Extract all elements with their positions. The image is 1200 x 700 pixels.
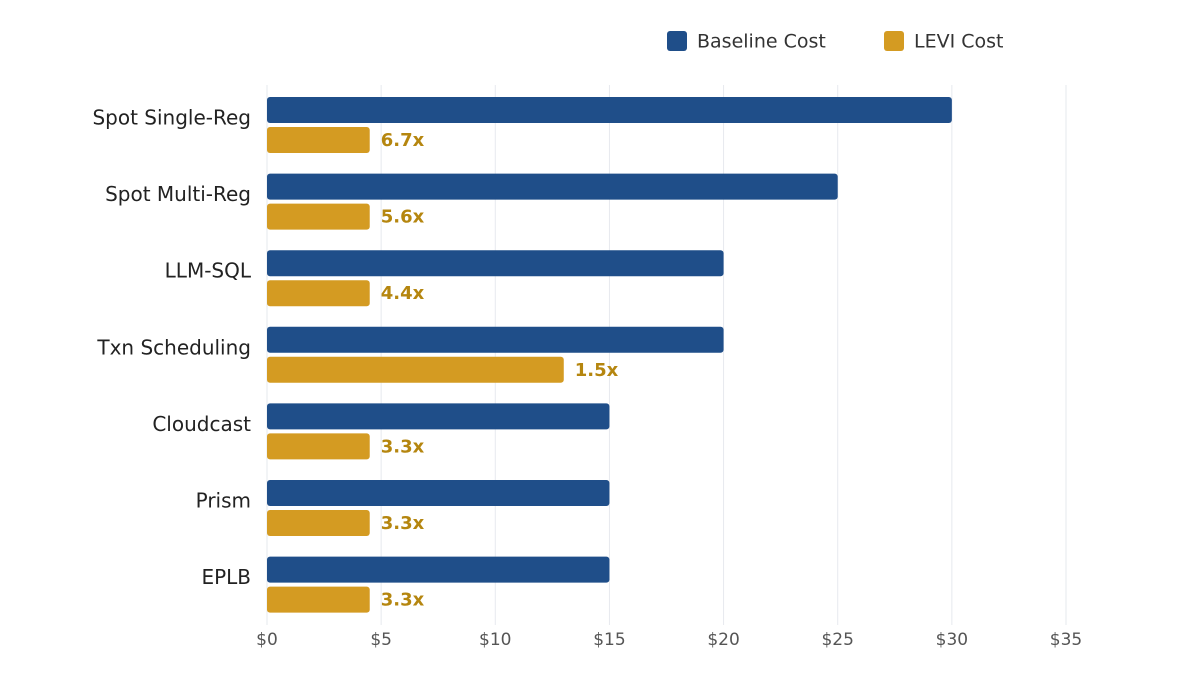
category-label: Cloudcast <box>152 412 251 436</box>
bar-annotation: 3.3x <box>381 590 425 611</box>
category-label: Prism <box>196 489 251 513</box>
legend-swatch <box>667 31 687 51</box>
bar <box>267 203 370 230</box>
bar <box>267 280 370 307</box>
category-label: LLM-SQL <box>165 259 252 283</box>
bar <box>267 97 952 123</box>
legend-swatch <box>884 31 904 51</box>
bar-annotation: 3.3x <box>381 436 425 457</box>
category-label: EPLB <box>201 565 251 589</box>
x-tick-label: $15 <box>593 630 625 650</box>
x-tick-label: $35 <box>1050 630 1082 650</box>
category-label: Txn Scheduling <box>96 335 251 359</box>
bar <box>267 356 564 383</box>
legend-label: Baseline Cost <box>697 31 826 53</box>
x-tick-label: $10 <box>479 630 511 650</box>
x-tick-label: $0 <box>256 630 278 650</box>
bar <box>267 433 370 460</box>
bar <box>267 173 838 200</box>
bar <box>267 556 610 583</box>
bar-annotation: 3.3x <box>381 513 425 534</box>
bar-annotation: 6.7x <box>381 130 425 151</box>
x-tick-label: $25 <box>821 630 853 650</box>
bar <box>267 480 610 506</box>
bar <box>267 127 370 153</box>
bar <box>267 510 370 536</box>
legend-label: LEVI Cost <box>914 31 1003 53</box>
category-label: Spot Multi-Reg <box>105 182 251 206</box>
bar <box>267 403 610 430</box>
bar <box>267 586 370 613</box>
bar-annotation: 5.6x <box>381 207 425 228</box>
x-tick-label: $30 <box>936 630 968 650</box>
bar <box>267 326 724 353</box>
bar <box>267 250 724 277</box>
x-tick-label: $20 <box>707 630 739 650</box>
x-tick-label: $5 <box>370 630 392 650</box>
bar-annotation: 1.5x <box>575 360 619 381</box>
bar-annotation: 4.4x <box>381 283 425 304</box>
category-label: Spot Single-Reg <box>92 106 251 130</box>
